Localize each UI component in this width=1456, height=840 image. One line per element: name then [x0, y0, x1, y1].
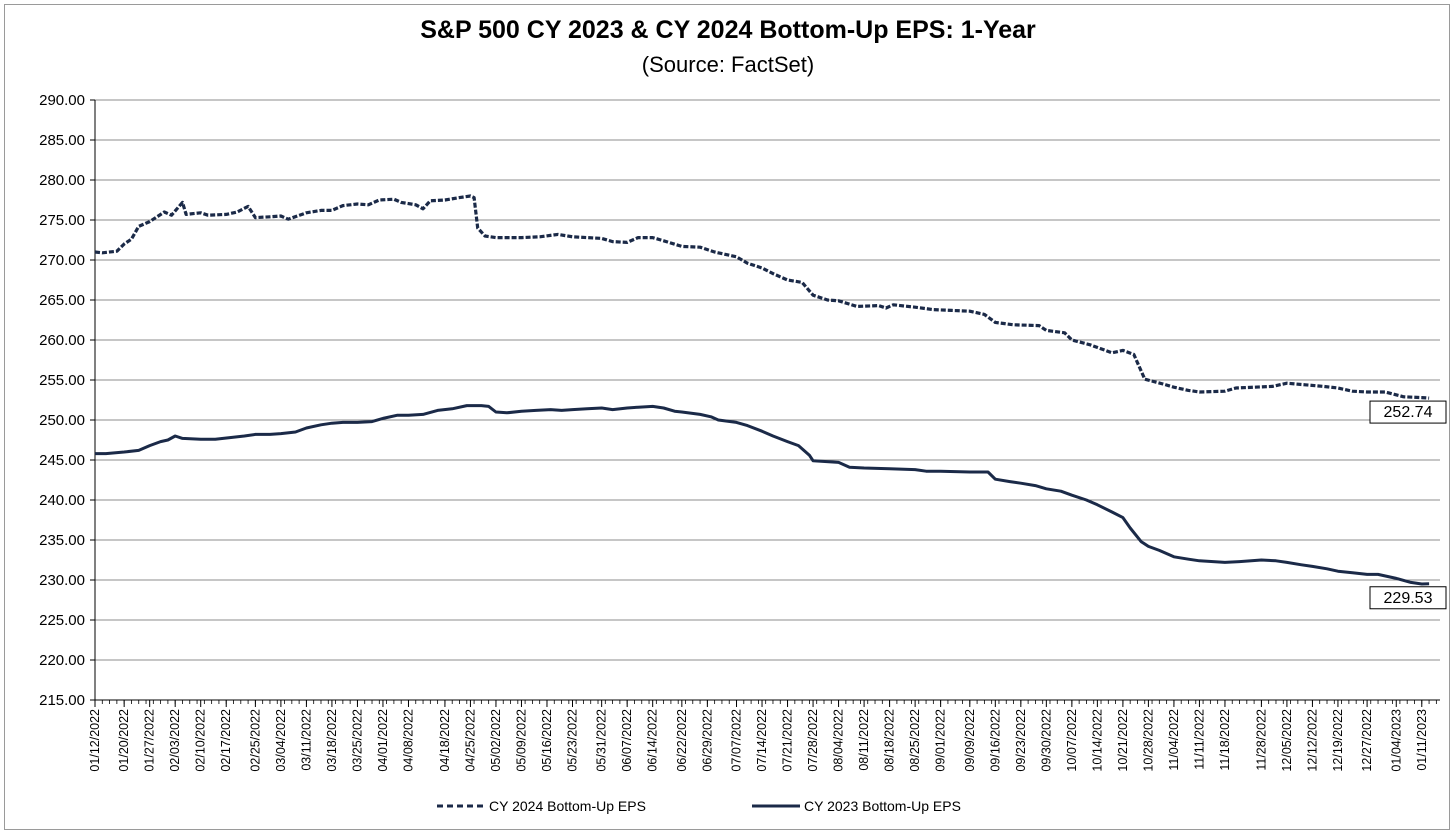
x-tick-label: 06/07/2022 — [620, 709, 634, 772]
series-line-cy-2024-bottom-up-eps — [94, 194, 1430, 400]
x-tick-label: 07/14/2022 — [755, 709, 769, 772]
y-axis: 290.00 285.00 280.00 275.00 270.00 265.00 260.… — [39, 92, 96, 709]
x-tick-label: 03/04/2022 — [274, 709, 288, 772]
y-tick-label: 270.00 — [39, 252, 85, 269]
x-tick-label: 04/01/2022 — [376, 709, 390, 772]
x-tick-label: 08/18/2022 — [883, 709, 897, 772]
x-tick-label: 04/08/2022 — [401, 709, 415, 772]
x-tick-label: 02/17/2022 — [219, 709, 233, 772]
x-tick-label: 08/11/2022 — [857, 709, 871, 771]
x-axis: 01/12/2022 01/20/2022 01/27/2022 02/03/2022… — [88, 699, 1440, 772]
x-tick-label: 06/22/2022 — [675, 709, 689, 772]
x-tick-label: 07/07/2022 — [730, 709, 744, 772]
x-tick-label: 10/21/2022 — [1116, 709, 1130, 772]
x-tick-label: 12/27/2022 — [1360, 709, 1374, 772]
y-tick-label: 225.00 — [39, 612, 85, 629]
x-tick-label: 03/18/2022 — [325, 709, 339, 772]
x-tick-label: 05/09/2022 — [514, 709, 528, 772]
x-tick-label: 05/02/2022 — [489, 709, 503, 772]
plot-background — [95, 100, 1440, 700]
x-tick-label: 12/19/2022 — [1331, 709, 1345, 772]
x-tick-label: 12/05/2022 — [1280, 709, 1294, 772]
x-tick-label: 06/14/2022 — [646, 709, 660, 772]
legend-label: CY 2023 Bottom-Up EPS — [804, 798, 961, 814]
legend-label: CY 2024 Bottom-Up EPS — [489, 798, 646, 814]
y-tick-label: 255.00 — [39, 372, 85, 389]
x-tick-label: 04/25/2022 — [463, 709, 477, 772]
y-tick-label: 250.00 — [39, 412, 85, 429]
end-label-box — [1369, 400, 1447, 424]
x-tick-label: 09/30/2022 — [1039, 709, 1053, 772]
chart-title: S&P 500 CY 2023 & CY 2024 Bottom-Up EPS:… — [420, 16, 1036, 44]
x-tick-label: 10/14/2022 — [1090, 709, 1104, 772]
x-tick-label: 06/29/2022 — [700, 709, 714, 772]
x-tick-label: 04/18/2022 — [438, 709, 452, 772]
x-tick-label: 02/10/2022 — [194, 709, 208, 772]
end-label: 229.53 — [1384, 590, 1433, 607]
y-tick-label: 240.00 — [39, 492, 85, 509]
x-tick-label: 08/25/2022 — [908, 709, 922, 772]
x-tick-label: 11/28/2022 — [1254, 709, 1268, 771]
series-line-cy-2023-bottom-up-eps — [95, 404, 1430, 586]
x-tick-label: 11/11/2022 — [1192, 709, 1206, 770]
y-tick-label: 235.00 — [39, 532, 85, 549]
x-tick-label: 05/31/2022 — [595, 709, 609, 772]
y-tick-label: 290.00 — [39, 92, 85, 109]
x-tick-label: 02/03/2022 — [168, 709, 182, 772]
x-tick-label: 01/04/2023 — [1389, 709, 1403, 772]
y-tick-label: 230.00 — [39, 572, 85, 589]
x-tick-label: 07/21/2022 — [781, 709, 795, 772]
x-tick-label: 05/16/2022 — [540, 709, 554, 772]
x-tick-label: 09/16/2022 — [988, 709, 1002, 772]
end-labels: 252.74 229.53 — [1369, 400, 1447, 610]
chart-subtitle: (Source: FactSet) — [641, 52, 815, 77]
x-tick-label: 01/12/2022 — [88, 709, 102, 772]
end-label-box — [1369, 586, 1447, 610]
series-lines — [94, 194, 1430, 586]
y-tick-label: 285.00 — [39, 132, 85, 149]
x-tick-label: 07/28/2022 — [806, 709, 820, 772]
x-tick-label: 10/07/2022 — [1065, 709, 1079, 772]
end-label: 252.74 — [1384, 404, 1433, 421]
x-tick-label: 11/18/2022 — [1218, 709, 1232, 771]
y-tick-label: 220.00 — [39, 652, 85, 669]
plot-area — [95, 100, 1440, 700]
y-tick-label: 275.00 — [39, 212, 85, 229]
x-tick-label: 02/25/2022 — [248, 709, 262, 772]
y-tick-label: 260.00 — [39, 332, 85, 349]
x-tick-label: 10/28/2022 — [1141, 709, 1155, 772]
x-tick-label: 01/27/2022 — [143, 709, 157, 772]
x-tick-label: 09/23/2022 — [1014, 709, 1028, 772]
x-tick-label: 08/04/2022 — [832, 709, 846, 772]
x-tick-label: 05/23/2022 — [565, 709, 579, 772]
y-tick-label: 245.00 — [39, 452, 85, 469]
x-tick-label: 09/09/2022 — [963, 709, 977, 772]
x-tick-label: 11/04/2022 — [1167, 709, 1181, 771]
chart-frame — [4, 4, 1450, 830]
x-tick-label: 09/01/2022 — [934, 709, 948, 772]
y-tick-label: 265.00 — [39, 292, 85, 309]
legend: CY 2024 Bottom-Up EPS CY 2023 Bottom-Up E… — [437, 798, 961, 814]
y-tick-label: 215.00 — [39, 692, 85, 709]
x-tick-label: 01/20/2022 — [117, 709, 131, 772]
x-tick-label: 03/11/2022 — [299, 709, 313, 771]
x-tick-label: 12/12/2022 — [1305, 709, 1319, 772]
x-tick-label: 03/25/2022 — [350, 709, 364, 772]
x-tick-label: 01/11/2023 — [1415, 709, 1429, 771]
y-tick-label: 280.00 — [39, 172, 85, 189]
